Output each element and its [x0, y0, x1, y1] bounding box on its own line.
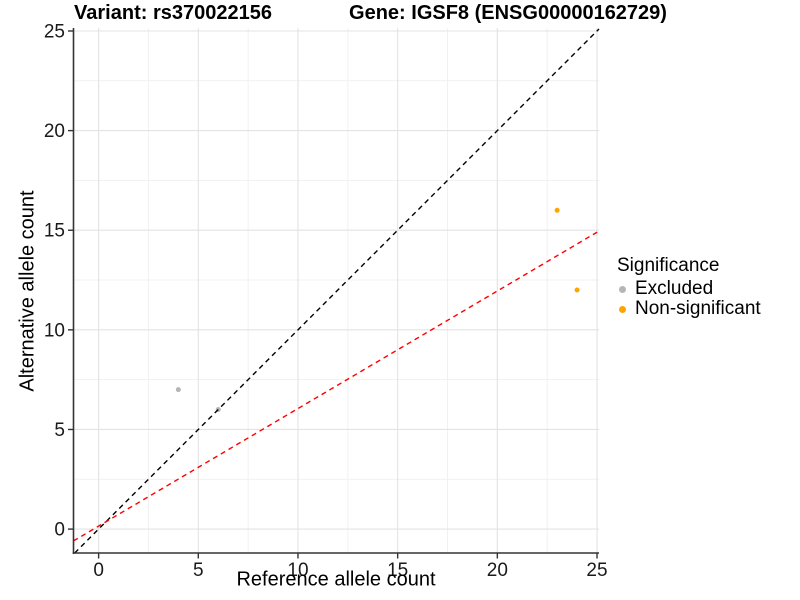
x-tick-label: 0 — [93, 560, 104, 581]
x-tick-label: 5 — [193, 560, 204, 581]
legend-label-excluded: Excluded — [635, 278, 714, 299]
legend: Significance Excluded Non-significant — [606, 255, 761, 319]
plot-title-variant: Variant: rs370022156 — [74, 2, 272, 24]
y-tick-label: 15 — [44, 221, 65, 242]
x-tick-label: 20 — [487, 560, 508, 581]
legend-title: Significance — [617, 255, 720, 276]
legend-swatch-excluded-icon — [619, 285, 626, 293]
fit-line — [73, 230, 600, 542]
y-tick-label: 0 — [54, 520, 65, 541]
data-point-non-significant — [574, 287, 580, 293]
y-tick-label: 5 — [54, 420, 65, 441]
data-point-excluded — [175, 387, 181, 393]
legend-item-non-significant: Non-significant — [606, 299, 761, 319]
y-axis-title: Alternative allele count — [16, 190, 39, 392]
legend-label-non-significant: Non-significant — [635, 298, 761, 319]
x-axis-title: Reference allele count — [236, 568, 436, 591]
y-tick-label: 10 — [44, 320, 65, 341]
y-tick-label: 25 — [44, 21, 65, 42]
x-tick-label: 25 — [586, 560, 607, 581]
y-tick-label: 20 — [44, 121, 65, 142]
plot-title-gene: Gene: IGSF8 (ENSG00000162729) — [349, 2, 667, 24]
legend-item-excluded: Excluded — [606, 279, 761, 299]
x-tick-label: 15 — [387, 560, 408, 581]
x-tick-label: 10 — [287, 560, 308, 581]
data-point-non-significant — [554, 207, 560, 213]
identity-line — [74, 28, 600, 554]
legend-swatch-non-significant-icon — [619, 305, 626, 313]
